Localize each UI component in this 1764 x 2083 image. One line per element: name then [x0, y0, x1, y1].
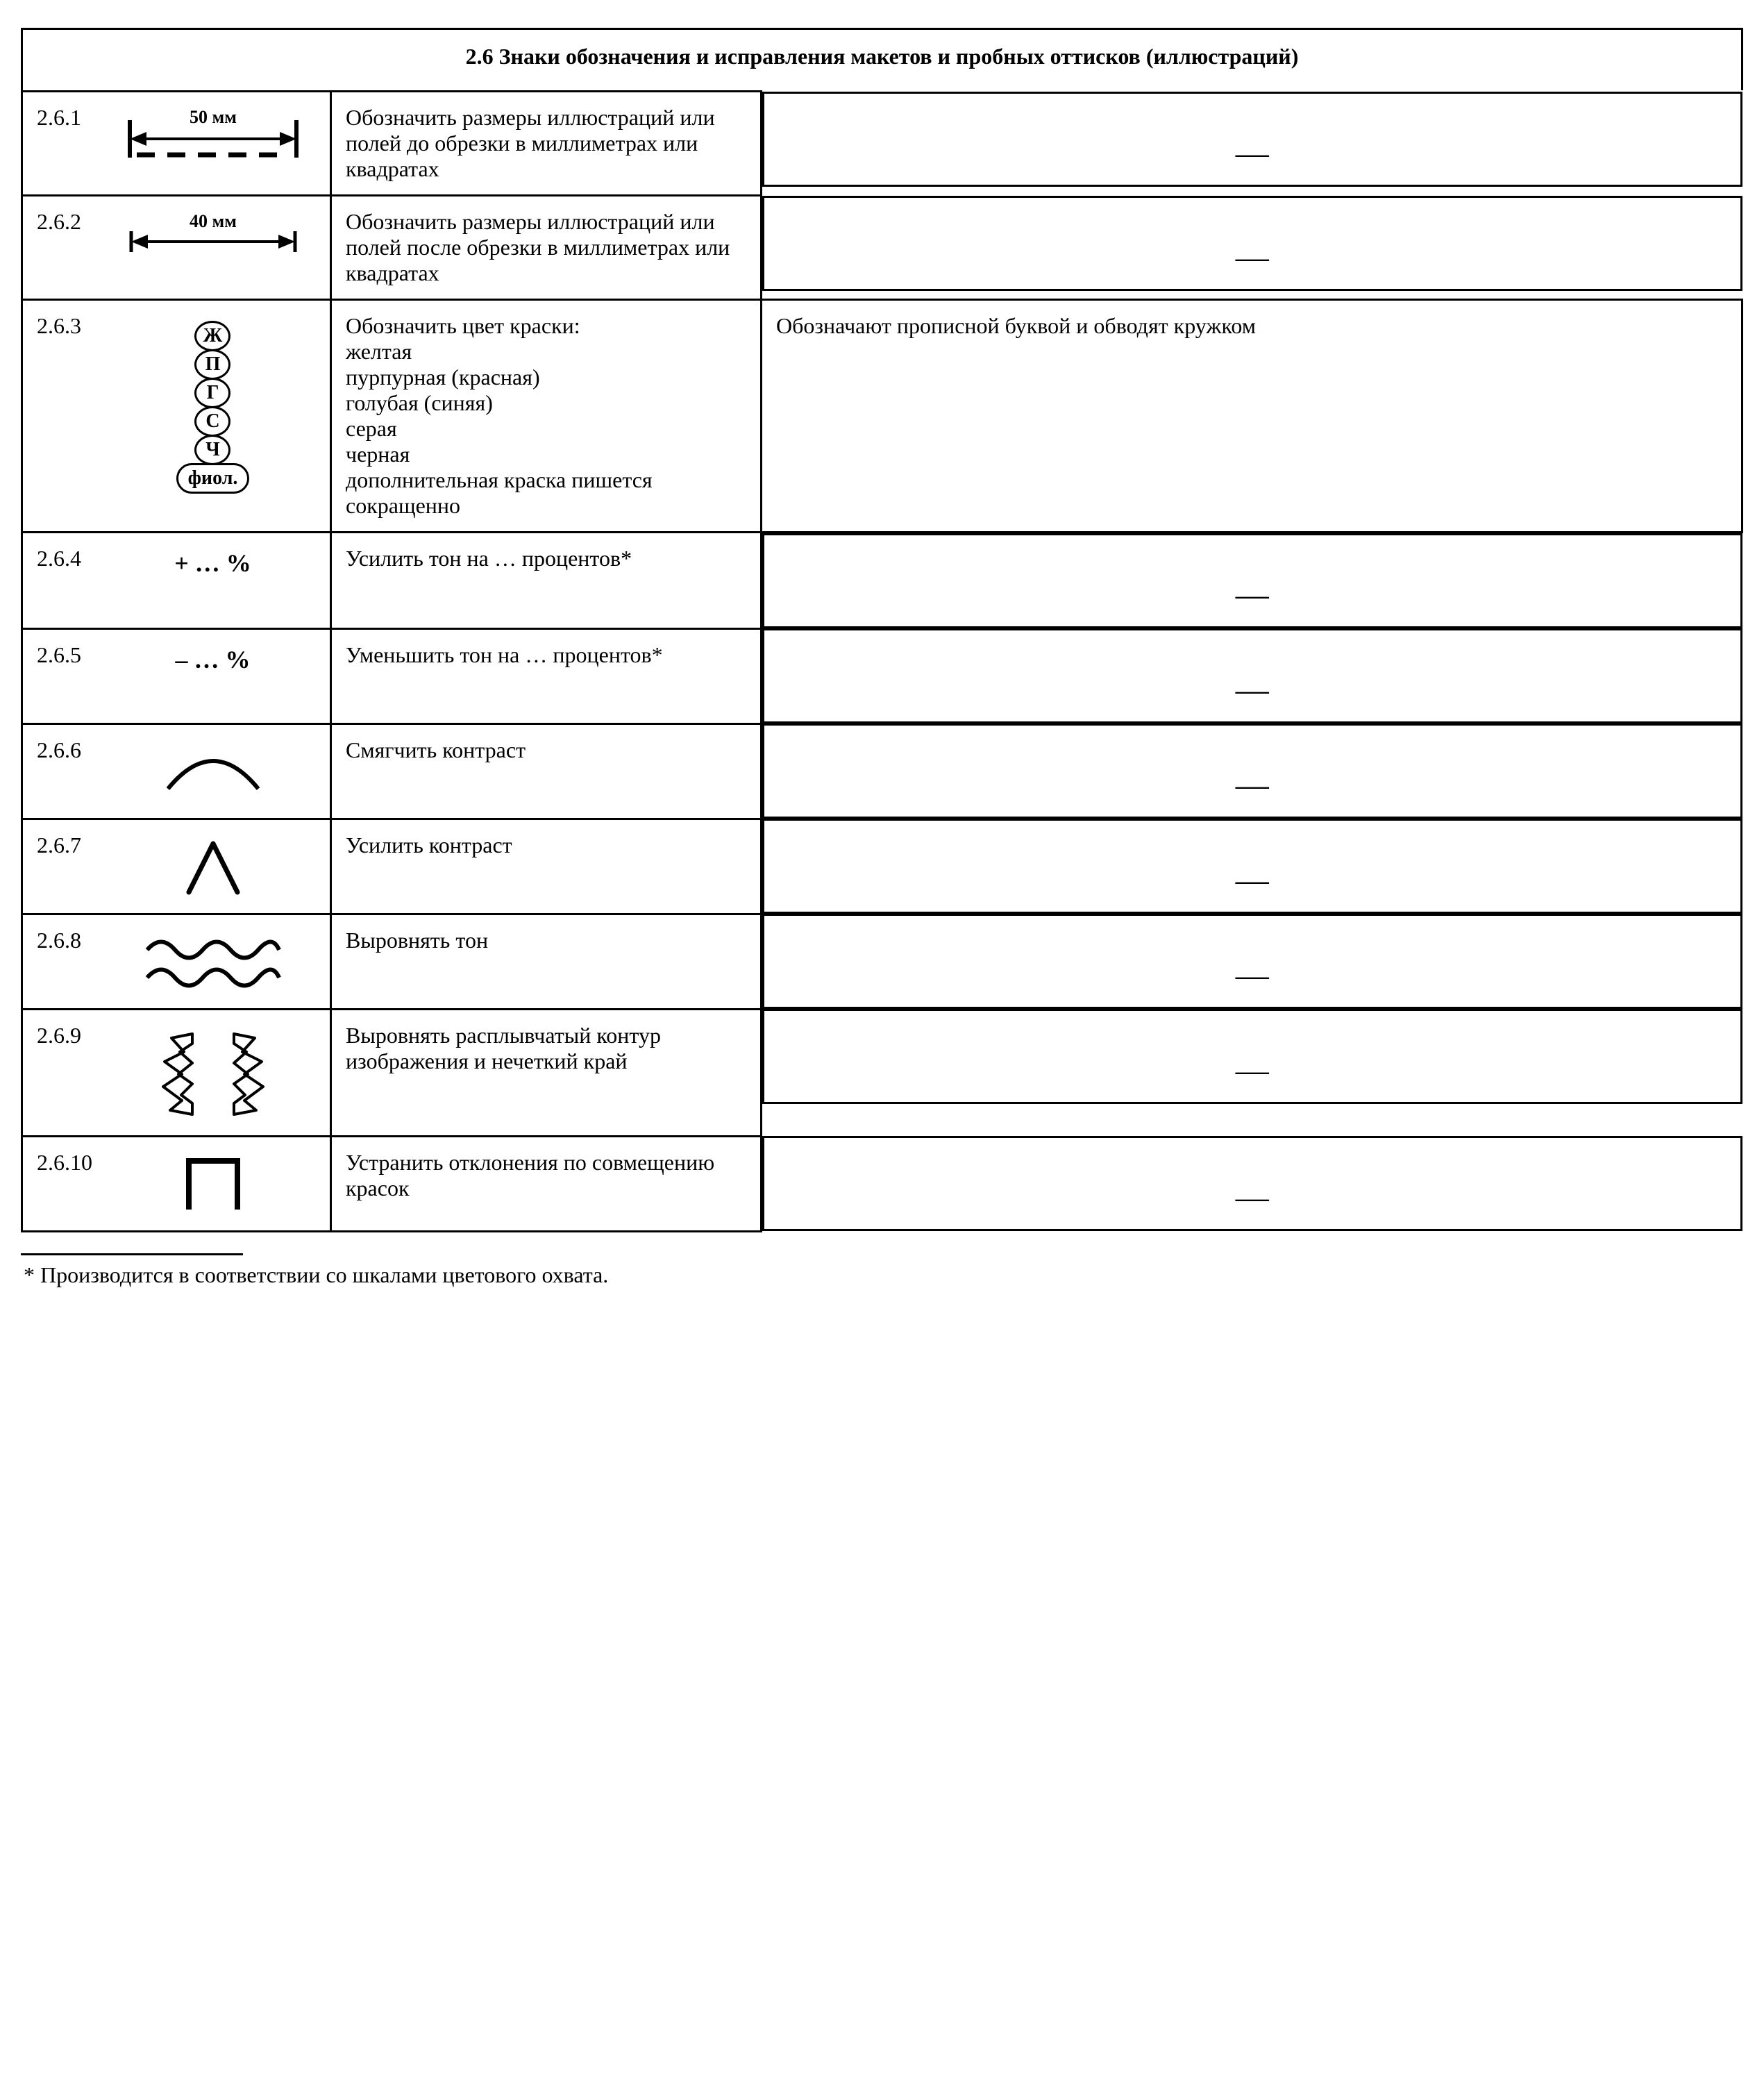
table-row: 2.6.2 40 мм Обозначить размеры иллюстрац… — [22, 196, 1742, 300]
symbol-wavy-lines-icon — [110, 928, 316, 993]
marks-table: 2.6.1 50 мм Обозначить раз — [21, 90, 1743, 1232]
symbol-dimension-solid-icon: 40 мм — [110, 209, 316, 253]
row-description: Обозначить размеры иллюстраций или полей… — [331, 196, 762, 300]
color-circle: П — [194, 349, 230, 380]
table-row: 2.6.5 – … % Уменьшить тон на … процентов… — [22, 628, 1742, 723]
footnote-divider — [21, 1253, 243, 1255]
row-number: 2.6.9 — [37, 1023, 110, 1048]
symbol-color-circles-icon: Ж П Г С Ч фиол. — [110, 313, 316, 494]
row-number: 2.6.2 — [37, 209, 110, 235]
table-row: 2.6.8 Выровнять тон — — [22, 914, 1742, 1009]
row-number: 2.6.1 — [37, 105, 110, 131]
row-note: — — [762, 723, 1742, 819]
color-pill: фиол. — [176, 463, 250, 494]
row-number: 2.6.4 — [37, 546, 110, 571]
row-note: — — [762, 914, 1742, 1009]
row-number: 2.6.3 — [37, 313, 110, 339]
symbol-caret-icon — [110, 833, 316, 898]
footnote-marker: * — [24, 1262, 35, 1287]
table-row: 2.6.7 Усилить контраст — — [22, 819, 1742, 914]
row-note: — — [762, 628, 1742, 723]
color-circle: С — [194, 406, 230, 437]
row-description: Обозначить цвет краски: желтая пурпурная… — [331, 300, 762, 533]
row-description: Обозначить размеры иллюстраций или полей… — [331, 92, 762, 196]
symbol-minus-percent-icon: – … % — [110, 642, 316, 674]
dimension-label: 50 мм — [190, 108, 237, 127]
row-description: Уменьшить тон на … процентов* — [331, 628, 762, 723]
row-number: 2.6.6 — [37, 737, 110, 763]
section-title: 2.6 Знаки обозначения и исправления маке… — [21, 28, 1743, 90]
table-row: 2.6.3 Ж П Г С Ч фиол. Обозначить цвет кр… — [22, 300, 1742, 533]
symbol-jagged-brackets-icon — [110, 1023, 316, 1123]
table-row: 2.6.6 Смягчить контраст — — [22, 723, 1742, 819]
row-number: 2.6.8 — [37, 928, 110, 953]
row-description: Усилить тон на … процентов* — [331, 533, 762, 629]
row-number: 2.6.10 — [37, 1150, 110, 1176]
row-note: Обозначают прописной буквой и обводят кр… — [762, 300, 1742, 533]
table-row: 2.6.10 Устранить отклонения по совмещени… — [22, 1136, 1742, 1231]
row-description: Смягчить контраст — [331, 723, 762, 819]
row-note: — — [762, 1009, 1742, 1104]
table-row: 2.6.4 + … % Усилить тон на … процентов* … — [22, 533, 1742, 629]
row-note: — — [762, 92, 1742, 187]
row-description: Усилить контраст — [331, 819, 762, 914]
row-note: — — [762, 196, 1742, 291]
row-description: Устранить отклонения по совмещению красо… — [331, 1136, 762, 1231]
row-description: Выровнять тон — [331, 914, 762, 1009]
row-description: Выровнять расплывчатый контур изображени… — [331, 1009, 762, 1136]
symbol-plus-percent-icon: + … % — [110, 546, 316, 578]
color-circle: Ч — [194, 435, 230, 465]
row-note: — — [762, 533, 1742, 628]
symbol-dimension-dashed-icon: 50 мм — [110, 105, 316, 163]
dimension-label: 40 мм — [190, 212, 237, 231]
table-row: 2.6.1 50 мм Обозначить раз — [22, 92, 1742, 196]
color-circle: Ж — [194, 321, 230, 351]
footnote: * Производится в соответствии со шкалами… — [21, 1262, 1743, 1288]
row-note: — — [762, 1136, 1742, 1231]
footnote-text: Производится в соответствии со шкалами ц… — [40, 1262, 608, 1287]
color-circle: Г — [194, 378, 230, 408]
symbol-open-rect-icon — [110, 1150, 316, 1215]
row-note: — — [762, 819, 1742, 914]
row-number: 2.6.5 — [37, 642, 110, 668]
symbol-arc-icon — [110, 737, 316, 796]
table-row: 2.6.9 Выровнять расплывчатый контур изоб… — [22, 1009, 1742, 1136]
row-number: 2.6.7 — [37, 833, 110, 858]
